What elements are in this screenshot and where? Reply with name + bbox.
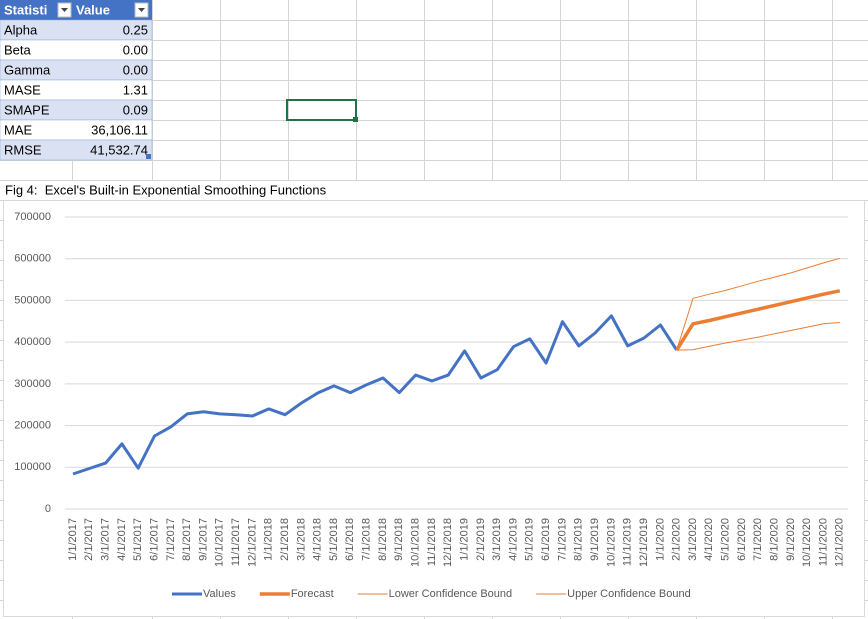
x-tick-label: 1/1/2018: [263, 518, 275, 561]
x-tick-label: 2/1/2018: [279, 518, 291, 561]
y-tick-label: 400000: [14, 336, 51, 348]
legend-label: Forecast: [291, 588, 334, 600]
table-cell: MASE: [4, 82, 41, 97]
x-tick-label: 11/1/2019: [622, 518, 634, 566]
x-tick-label: 10/1/2017: [214, 518, 226, 567]
selected-cell[interactable]: [286, 99, 357, 121]
x-tick-label: 11/1/2020: [817, 518, 829, 566]
x-tick-label: 1/1/2020: [654, 518, 666, 561]
filter-arrow: [61, 8, 68, 12]
x-tick-label: 8/1/2019: [573, 518, 585, 561]
y-tick-label: 200000: [14, 419, 51, 431]
fill-handle[interactable]: [353, 117, 358, 122]
y-tick-label: 0: [45, 503, 51, 515]
x-tick-label: 9/1/2018: [393, 518, 405, 561]
table-cell: Beta: [4, 42, 32, 57]
series-line: [675, 289, 841, 352]
x-tick-label: 8/1/2018: [377, 518, 389, 561]
x-tick-label: 4/1/2019: [507, 518, 519, 561]
x-tick-label: 1/1/2017: [67, 518, 79, 561]
filter-arrow: [138, 8, 145, 12]
series-line: [72, 314, 678, 476]
legend-label: Values: [203, 588, 236, 600]
legend-label: Upper Confidence Bound: [567, 588, 691, 600]
plot: 0 100000 200000 300000 400000 500000 600000 700…: [14, 211, 848, 600]
chart-area: [3, 200, 865, 617]
x-tick-label: 7/1/2019: [556, 518, 568, 561]
x-tick-label: 9/1/2017: [197, 518, 209, 561]
legend-label: Lower Confidence Bound: [389, 588, 513, 600]
x-tick-label: 6/1/2020: [736, 518, 748, 561]
caption-row: [0, 181, 868, 200]
x-tick-label: 6/1/2019: [540, 518, 552, 561]
y-tick-label: 300000: [14, 378, 51, 390]
x-tick-label: 10/1/2018: [410, 518, 422, 567]
table-cell: 36,106.11: [91, 122, 148, 137]
x-tick-label: 10/1/2020: [801, 518, 813, 567]
x-tick-label: 6/1/2018: [344, 518, 356, 561]
table-cell: 0.25: [123, 22, 148, 37]
y-tick-label: 100000: [14, 461, 51, 473]
x-tick-label: 3/1/2020: [687, 518, 699, 561]
table-cell: RMSE: [4, 142, 42, 157]
x-tick-label: 6/1/2017: [148, 518, 160, 561]
x-tick-label: 11/1/2017: [230, 518, 242, 566]
table-cell: 0.00: [123, 42, 148, 57]
x-tick-label: 5/1/2017: [132, 518, 144, 561]
x-tick-label: 4/1/2018: [312, 518, 324, 561]
table-header: [0, 0, 152, 20]
chart-caption: Fig 4: Excel's Built-in Exponential Smoo…: [5, 182, 327, 197]
x-tick-label: 5/1/2020: [720, 518, 732, 561]
x-tick-label: 3/1/2019: [491, 518, 503, 561]
x-tick-label: 5/1/2018: [328, 518, 340, 561]
table-cell: MAE: [4, 122, 33, 137]
table-body: Alpha 0.25 Beta 0.00 Gamma 0.00 MASE 1.31 SMAPE 0…: [0, 19, 153, 161]
x-tick-label: 10/1/2019: [605, 518, 617, 567]
x-tick-label: 12/1/2019: [638, 518, 650, 567]
table-cell: 0.09: [123, 102, 148, 117]
series-line: [676, 257, 840, 351]
x-tick-label: 12/1/2017: [246, 518, 258, 567]
y-tick-label: 700000: [14, 211, 51, 223]
series-line: [676, 322, 840, 351]
header-cell: Statisti: [4, 2, 47, 17]
x-tick-label: 7/1/2017: [165, 518, 177, 561]
table-row: [0, 139, 153, 161]
table-cell: 41,532.74: [90, 142, 148, 157]
table-cell: 1.31: [123, 82, 148, 97]
x-tick-label: 5/1/2019: [524, 518, 536, 561]
y-tick-label: 500000: [14, 294, 51, 306]
x-tick-label: 11/1/2018: [426, 518, 438, 566]
x-tick-label: 7/1/2018: [361, 518, 373, 561]
x-tick-label: 7/1/2020: [752, 518, 764, 561]
x-tick-label: 12/1/2020: [834, 518, 846, 567]
x-tick-label: 8/1/2020: [768, 518, 780, 561]
y-tick-label: 600000: [14, 253, 51, 265]
x-tick-label: 9/1/2019: [589, 518, 601, 561]
x-tick-label: 4/1/2020: [703, 518, 715, 561]
x-tick-label: 2/1/2017: [83, 518, 95, 561]
table-cell: Gamma: [4, 62, 51, 77]
table-cell: 0.00: [123, 62, 148, 77]
x-tick-label: 2/1/2019: [475, 518, 487, 561]
x-tick-label: 3/1/2017: [99, 518, 111, 561]
x-tick-label: 12/1/2018: [442, 518, 454, 567]
x-tick-label: 3/1/2018: [295, 518, 307, 561]
table-resize: [146, 154, 151, 159]
x-tick-label: 8/1/2017: [181, 518, 193, 561]
x-tick-label: 2/1/2020: [671, 518, 683, 561]
x-tick-label: 9/1/2020: [785, 518, 797, 561]
x-tick-label: 1/1/2019: [458, 518, 470, 561]
header-cell: Value: [76, 2, 110, 17]
table-cell: Alpha: [4, 22, 38, 37]
table-cell: SMAPE: [4, 102, 50, 117]
x-tick-label: 4/1/2017: [116, 518, 128, 561]
